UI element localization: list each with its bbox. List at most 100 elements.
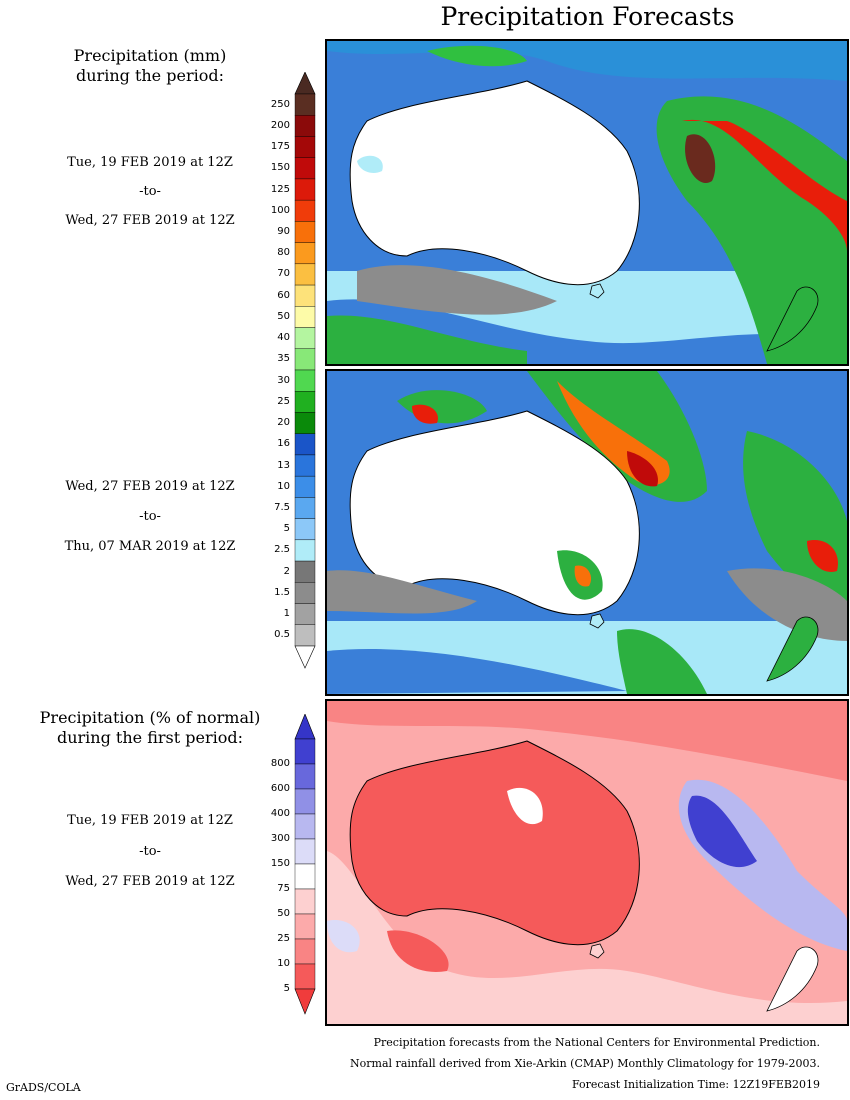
legend-label: 2.5 <box>274 544 290 556</box>
legend-color-swatch <box>294 369 316 392</box>
period1-to: -to- <box>139 184 161 199</box>
legend-label: 125 <box>270 183 290 195</box>
legend-color-swatch <box>294 412 316 434</box>
legend-label: 25 <box>277 395 290 407</box>
legend-color-swatch <box>294 284 316 307</box>
pct-heading-line2: during the first period: <box>56 728 244 747</box>
legend-label: 35 <box>277 353 290 365</box>
legend-color-swatch <box>294 788 316 815</box>
legend-bottom-arrow <box>294 988 316 1015</box>
footer-line2: Normal rainfall derived from Xie-Arkin (… <box>350 1057 820 1070</box>
legend-color-swatch <box>294 738 316 765</box>
period2-end: Thu, 07 MAR 2019 at 12Z <box>64 539 236 554</box>
legend-label: 70 <box>277 268 290 280</box>
legend-color-swatch <box>294 539 316 562</box>
legend-label: 20 <box>277 417 290 429</box>
pct-colorbar <box>294 713 316 1015</box>
legend-label: 0.5 <box>274 629 290 641</box>
legend-color-swatch <box>294 497 316 519</box>
legend-label: 13 <box>277 459 290 471</box>
legend-label: 600 <box>270 783 290 794</box>
mm-heading-line2: during the period: <box>76 66 224 85</box>
legend-color-swatch <box>294 582 316 604</box>
legend-color-swatch <box>294 888 316 915</box>
legend-color-swatch <box>294 263 316 286</box>
legend-color-swatch <box>294 348 316 371</box>
legend-top-arrow <box>294 71 316 95</box>
legend-color-swatch <box>294 863 316 890</box>
legend-label: 30 <box>277 374 290 386</box>
footer-line3: Forecast Initialization Time: 12Z19FEB20… <box>571 1078 820 1091</box>
legend-label: 60 <box>277 289 290 301</box>
legend-label: 1 <box>283 608 290 620</box>
legend-label: 100 <box>270 204 290 216</box>
legend-color-swatch <box>294 913 316 940</box>
legend-label: 150 <box>270 858 290 869</box>
period3-start: Tue, 19 FEB 2019 at 12Z <box>67 813 233 828</box>
mm-colorbar <box>294 71 316 669</box>
page-title: Precipitation Forecasts <box>440 2 735 31</box>
legend-label: 16 <box>277 438 290 450</box>
mm-legend-labels: 250 200 175 150 125 100 90 80 70 60 50 40 35 30 25 20 16… <box>250 72 290 672</box>
legend-label: 200 <box>270 119 290 131</box>
legend-label: 150 <box>270 162 290 174</box>
period3-end: Wed, 27 FEB 2019 at 12Z <box>65 874 235 889</box>
period2-start: Wed, 27 FEB 2019 at 12Z <box>65 479 235 494</box>
legend-color-swatch <box>294 93 316 116</box>
legend-color-swatch <box>294 624 316 647</box>
precip-map-1 <box>327 41 847 364</box>
legend-label: 10 <box>277 480 290 492</box>
legend-label: 300 <box>270 833 290 844</box>
legend-color-swatch <box>294 763 316 790</box>
legend-color-swatch <box>294 115 316 137</box>
footer: Precipitation forecasts from the Nationa… <box>350 1032 820 1095</box>
legend-color-swatch <box>294 136 316 158</box>
map-panel-period1 <box>325 39 849 366</box>
pct-color-legend: 800 600 400 300 150 75 50 25 10 5 <box>250 713 320 1016</box>
legend-color-swatch <box>294 560 316 583</box>
legend-label: 80 <box>277 247 290 259</box>
pct-legend-heading: Precipitation (% of normal) during the f… <box>0 708 300 748</box>
percent-normal-map <box>327 701 847 1024</box>
legend-color-swatch <box>294 199 316 222</box>
period1-start: Tue, 19 FEB 2019 at 12Z <box>67 155 233 170</box>
legend-label: 10 <box>277 958 290 969</box>
mm-color-legend: 250 200 175 150 125 100 90 80 70 60 50 40 35 30 25 20 16… <box>250 71 320 672</box>
legend-color-swatch <box>294 603 316 625</box>
legend-color-swatch <box>294 221 316 243</box>
legend-color-swatch <box>294 963 316 990</box>
legend-label: 5 <box>283 523 290 535</box>
legend-color-swatch <box>294 938 316 965</box>
period3-to: -to- <box>139 844 161 859</box>
legend-color-swatch <box>294 157 316 180</box>
legend-label: 90 <box>277 226 290 237</box>
pct-heading-line1: Precipitation (% of normal) <box>39 708 261 727</box>
legend-label: 1.5 <box>274 586 290 598</box>
legend-label: 40 <box>277 332 290 344</box>
legend-color-swatch <box>294 306 316 328</box>
footer-line1: Precipitation forecasts from the Nationa… <box>373 1036 820 1049</box>
legend-color-swatch <box>294 178 316 201</box>
mm-heading-line1: Precipitation (mm) <box>73 46 227 65</box>
legend-color-swatch <box>294 327 316 349</box>
legend-label: 50 <box>277 908 290 919</box>
legend-color-swatch <box>294 838 316 865</box>
period2-to: -to- <box>139 509 161 524</box>
period1-end: Wed, 27 FEB 2019 at 12Z <box>65 213 235 228</box>
legend-color-swatch <box>294 433 316 456</box>
pct-legend-labels: 800 600 400 300 150 75 50 25 10 5 <box>250 714 290 1016</box>
map-panel-percent-normal <box>325 699 849 1026</box>
legend-label: 175 <box>270 141 290 153</box>
legend-label: 75 <box>277 883 290 894</box>
legend-color-swatch <box>294 518 316 541</box>
legend-color-swatch <box>294 813 316 840</box>
map-panel-period2 <box>325 369 849 696</box>
legend-label: 50 <box>277 310 290 322</box>
mm-legend-heading: Precipitation (mm) during the period: <box>0 46 300 86</box>
legend-label: 7.5 <box>274 502 290 513</box>
legend-color-swatch <box>294 242 316 265</box>
legend-label: 25 <box>277 933 290 944</box>
legend-label: 800 <box>270 758 290 769</box>
legend-label: 5 <box>283 983 290 994</box>
legend-label: 2 <box>283 565 290 577</box>
